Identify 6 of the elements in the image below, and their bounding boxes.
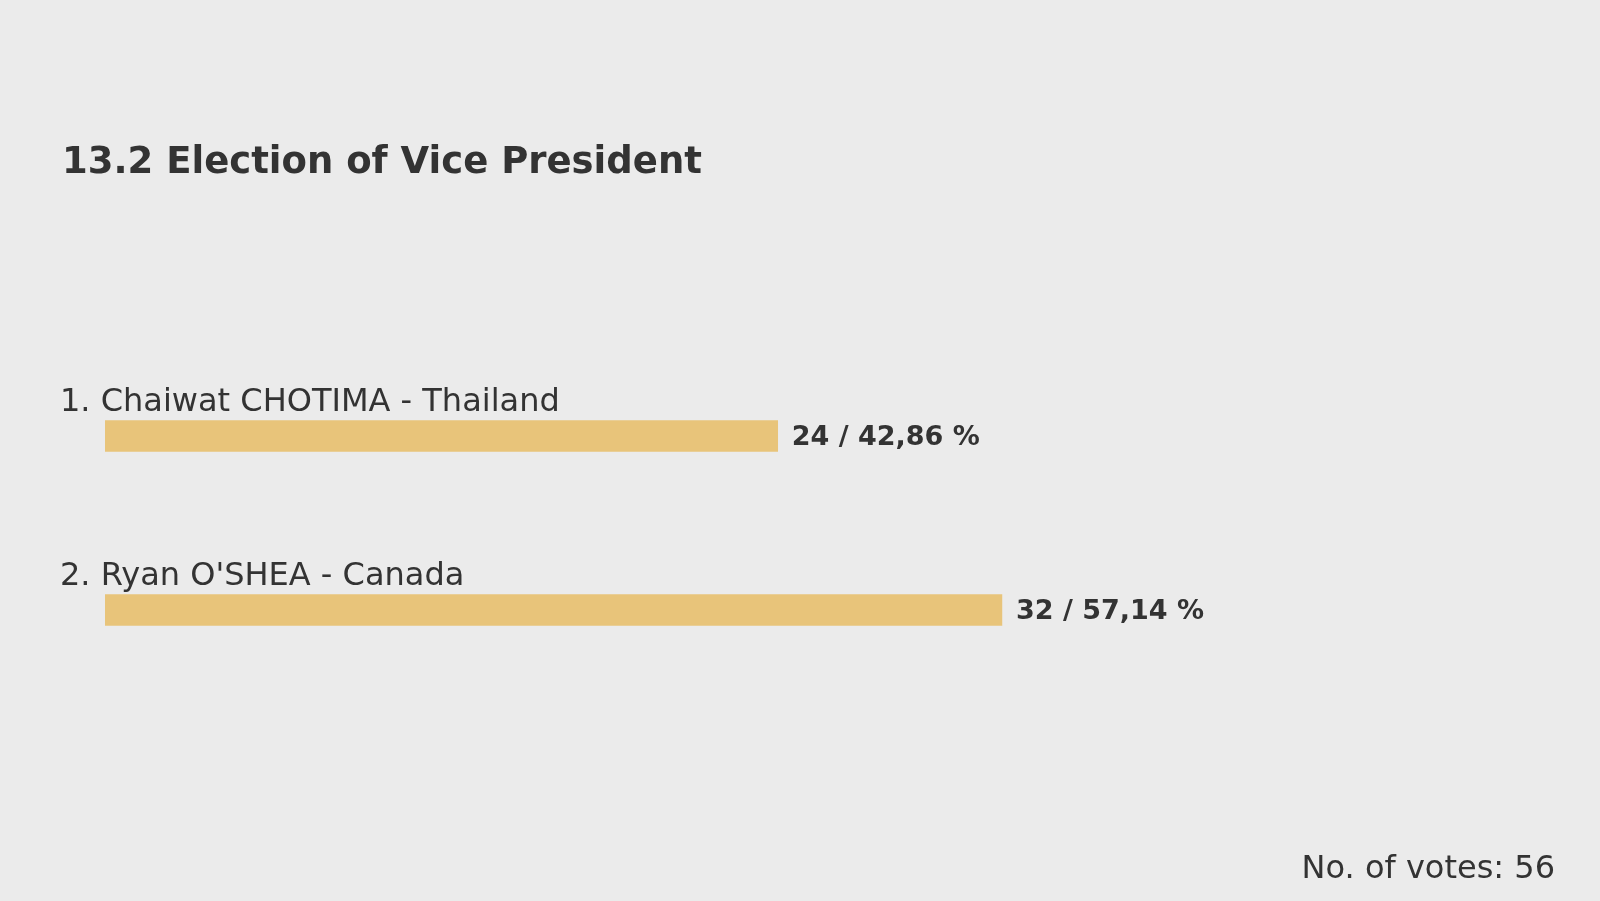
- data-label: 32 / 57,14 %: [1015, 594, 1205, 626]
- chart-title: 13.2 Election of Vice President: [62, 139, 702, 182]
- data-label: 24 / 42,86 %: [791, 420, 980, 452]
- y-tick-label: 1. Chaiwat CHOTIMA - Thailand: [60, 380, 560, 419]
- text: No. of votes: 56: [1301, 848, 1555, 886]
- y-tick-label: 2. Ryan O'SHEA - Canada: [60, 554, 465, 593]
